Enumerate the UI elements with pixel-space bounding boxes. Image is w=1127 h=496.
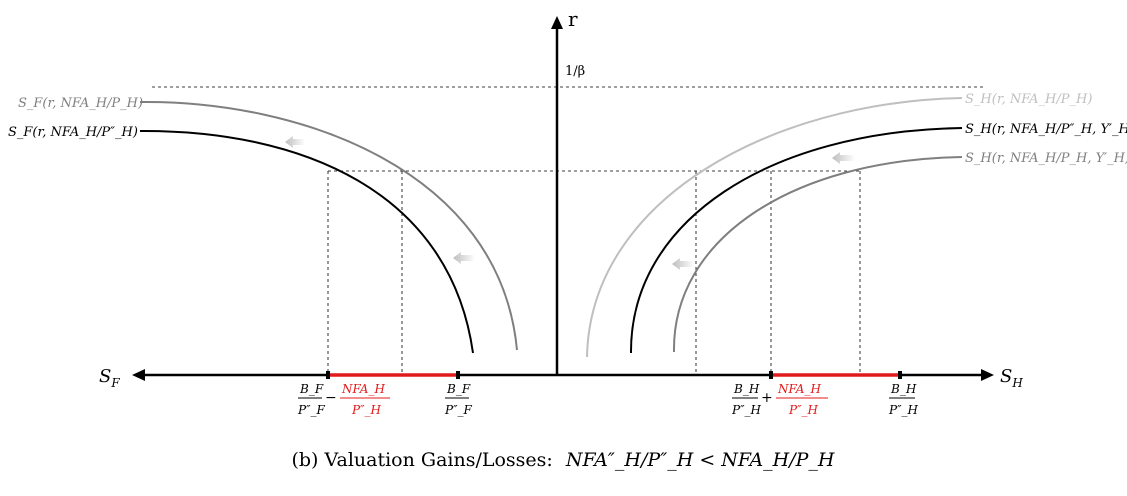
nfa-num: NFA_H xyxy=(341,382,385,396)
shift-arrow-icon xyxy=(453,252,475,264)
tick-label-bf: B_F P″_F xyxy=(444,382,473,417)
tick-mark xyxy=(456,371,460,379)
shift-arrow-icon xyxy=(832,152,855,164)
sf-old-label: S_F(r, NFA_H/P_H) xyxy=(18,96,143,111)
shift-arrow-icon xyxy=(672,258,694,270)
sf-new-curve xyxy=(139,129,474,354)
op-minus: − xyxy=(325,390,337,406)
tick-label-bh-plus-nfa: B_H P″_H + NFA_H P″_H xyxy=(731,382,828,417)
tick-label-bf-minus-nfa: B_F P″_F − NFA_H P″_H xyxy=(297,382,390,417)
left-axis-label: SF xyxy=(99,366,120,390)
tick-mark xyxy=(326,371,330,379)
shift-arrow-icon xyxy=(285,136,305,148)
sh-old-label: S_H(r, NFA_H/P_H) xyxy=(965,92,1092,107)
tick-label-bh: B_H P″_H xyxy=(888,382,919,417)
caption-math: NFA″_H/P″_H < NFA_H/P_H xyxy=(565,449,835,471)
bf-num: B_F xyxy=(299,382,324,396)
sh-new-label: S_H(r, NFA_H/P″_H, Y′_H) xyxy=(965,122,1127,137)
caption-prefix: (b) Valuation Gains/Losses: xyxy=(291,449,552,471)
sf-old-curve xyxy=(139,100,518,351)
left-axis-label-main: S xyxy=(99,366,111,387)
nfa-den: P″_H xyxy=(351,403,382,417)
right-axis-label-sub: H xyxy=(1011,376,1023,390)
tick-mark xyxy=(769,371,773,379)
right-axis-label: SH xyxy=(1000,366,1023,390)
op-plus: + xyxy=(761,390,773,406)
bh-den: P″_H xyxy=(731,403,762,417)
beta-label: 1/β xyxy=(565,64,585,79)
tick-mark xyxy=(898,371,902,379)
sf-new-label: S_F(r, NFA_H/P″_H) xyxy=(8,125,138,140)
bf-den: P″_F xyxy=(444,403,473,417)
sh-new-curve xyxy=(629,127,963,354)
bf-den: P″_F xyxy=(297,403,326,417)
nfa-num: NFA_H xyxy=(777,382,821,396)
bh-num: B_H xyxy=(890,382,917,396)
bh-num: B_H xyxy=(733,382,760,396)
nfa-den: P″_H xyxy=(788,403,819,417)
caption: (b) Valuation Gains/Losses: NFA″_H/P″_H … xyxy=(291,449,834,471)
vertical-axis-label: r xyxy=(568,7,578,31)
bf-num: B_F xyxy=(446,382,471,396)
right-axis-label-main: S xyxy=(1000,366,1012,387)
bh-den: P″_H xyxy=(888,403,919,417)
arrow-left-icon xyxy=(132,369,145,381)
arrow-right-icon xyxy=(981,369,994,381)
sh-old-curve xyxy=(586,97,963,358)
sh-mid-label: S_H(r, NFA_H/P_H, Y′_H) xyxy=(965,151,1127,166)
sh-mid-curve xyxy=(672,156,963,353)
left-axis-label-sub: F xyxy=(110,376,120,390)
arrow-up-icon xyxy=(551,16,563,29)
